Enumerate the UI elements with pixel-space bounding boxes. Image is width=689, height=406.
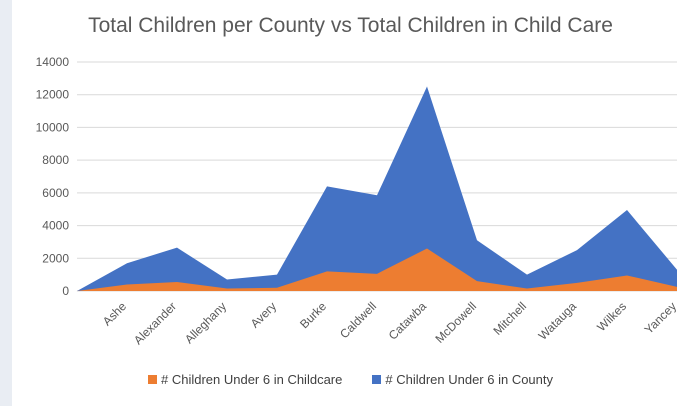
area-series-childcare [77, 248, 677, 291]
y-tick-label: 6000 [42, 186, 69, 200]
legend-label-county: # Children Under 6 in County [385, 372, 554, 387]
legend-label-childcare: # Children Under 6 in Childcare [160, 372, 343, 387]
chart-title: Total Children per County vs Total Child… [88, 14, 613, 37]
x-tick-label: Wilkes [594, 299, 629, 334]
legend-item-childcare: # Children Under 6 in Childcare [147, 372, 343, 387]
x-tick-label: Avery [248, 299, 279, 330]
x-tick-label: Yancey [642, 299, 680, 337]
legend-swatch-county [372, 375, 382, 384]
x-tick-label: McDowell [432, 299, 479, 346]
chart-frame: Total Children per County vs Total Child… [12, 0, 689, 406]
x-tick-label: Caldwell [337, 299, 379, 341]
x-tick-label: Burke [297, 299, 329, 331]
x-tick-label: Mitchell [490, 299, 529, 338]
x-tick-label: Ashe [100, 299, 129, 328]
y-tick-label: 4000 [42, 219, 69, 233]
y-tick-label: 0 [62, 284, 69, 298]
y-tick-label: 10000 [36, 120, 70, 134]
chart-legend: # Children Under 6 in Childcare # Childr… [12, 372, 689, 387]
y-tick-label: 8000 [42, 153, 69, 167]
y-tick-label: 2000 [42, 251, 69, 265]
x-tick-label: Watauga [536, 299, 580, 343]
legend-swatch-childcare [147, 375, 157, 384]
y-tick-label: 14000 [36, 55, 70, 69]
x-tick-label: Catawba [386, 299, 430, 343]
chart-plot-area: 0 2000 4000 6000 8000 10000 12000 14000 Ashe Alex… [36, 55, 680, 347]
area-series-county [77, 86, 677, 292]
legend-item-county: # Children Under 6 in County [372, 372, 553, 387]
x-tick-label: Alleghany [182, 299, 229, 346]
y-tick-label: 12000 [36, 88, 70, 102]
x-tick-label: Alexander [131, 299, 179, 347]
